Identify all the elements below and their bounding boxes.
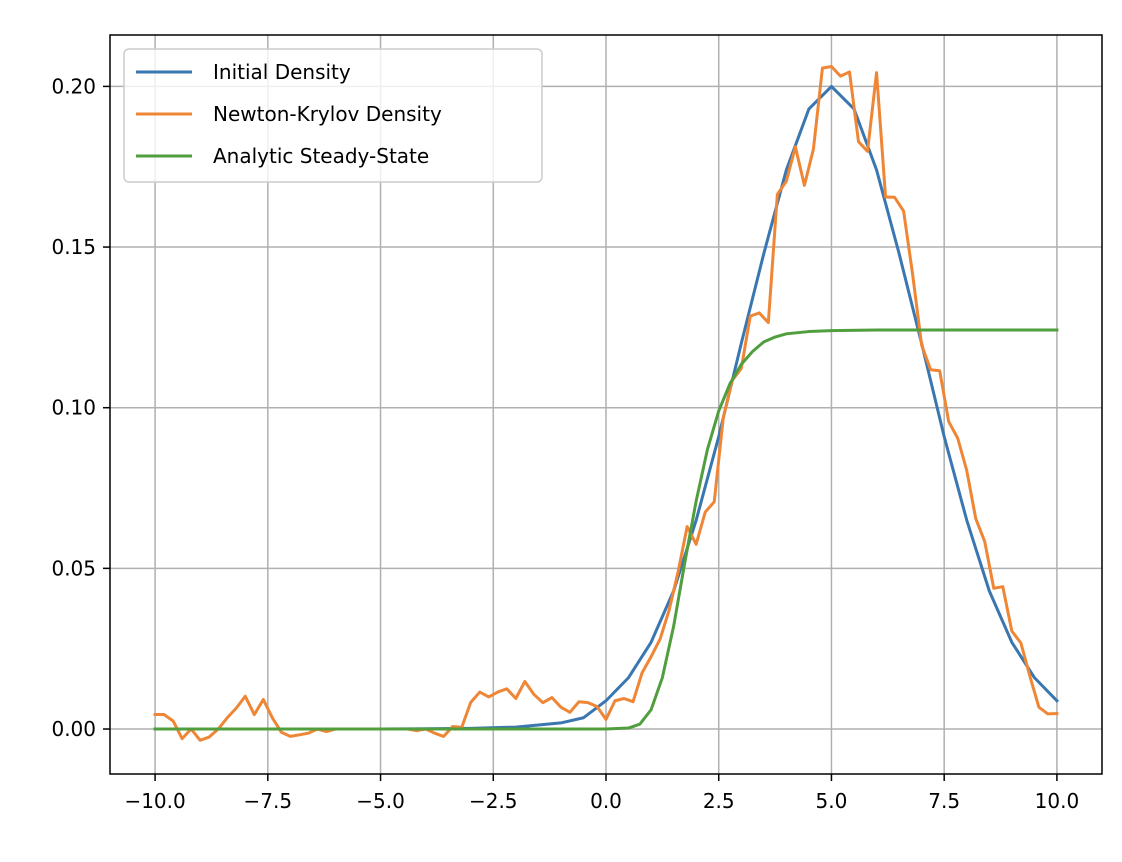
legend: Initial Density Newton-Krylov Density Anal… [123, 48, 543, 183]
x-axis: −10.0 −7.5 −5.0 −2.5 0.0 2.5 5.0 7.5 10.0 [124, 774, 1079, 813]
x-tick-label: −10.0 [124, 789, 185, 813]
x-tick-label: −5.0 [356, 789, 405, 813]
x-tick-label: −7.5 [244, 789, 293, 813]
legend-label: Analytic Steady-State [213, 144, 429, 168]
series-line-newton-krylov-density [153, 64, 1059, 742]
x-tick-label: −2.5 [469, 789, 518, 813]
legend-label: Newton-Krylov Density [213, 102, 442, 126]
x-tick-label: 2.5 [703, 789, 735, 813]
y-tick-label: 0.00 [51, 717, 96, 741]
x-tick-label: 0.0 [590, 789, 622, 813]
y-tick-label: 0.15 [51, 235, 96, 259]
legend-box [123, 48, 543, 183]
y-tick-label: 0.20 [51, 74, 96, 98]
x-tick-label: 10.0 [1035, 789, 1080, 813]
x-tick-label: 5.0 [816, 789, 848, 813]
legend-label: Initial Density [213, 60, 351, 84]
y-axis: 0.00 0.05 0.10 0.15 0.20 [51, 74, 110, 741]
series-lines [153, 64, 1060, 742]
y-tick-label: 0.10 [51, 396, 96, 420]
y-tick-label: 0.05 [51, 556, 96, 580]
series-line-analytic-steady-state [153, 328, 1059, 731]
x-tick-label: 7.5 [928, 789, 960, 813]
